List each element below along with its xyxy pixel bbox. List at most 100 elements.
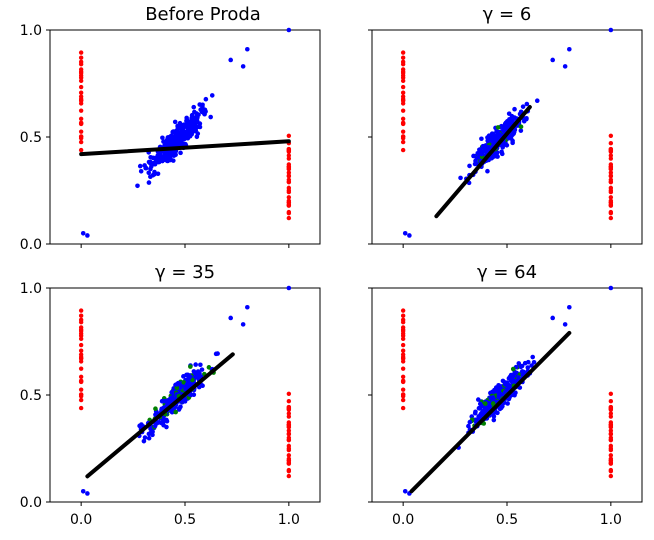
data-point-red xyxy=(608,423,614,428)
data-point-blue xyxy=(490,136,495,141)
data-point-blue xyxy=(148,174,153,180)
data-point-red xyxy=(78,378,84,384)
data-point-red xyxy=(286,468,292,474)
data-point-red xyxy=(608,453,614,458)
data-point-red xyxy=(286,133,292,138)
subplot-gamma-6: γ = 6 xyxy=(368,4,643,248)
data-point-blue xyxy=(184,115,189,121)
data-point-blue xyxy=(504,143,510,148)
data-point-red xyxy=(400,84,406,90)
data-point-red xyxy=(608,446,614,451)
data-point-red xyxy=(400,94,406,99)
data-point-blue xyxy=(407,233,412,238)
data-point-blue xyxy=(567,304,572,310)
data-point-blue xyxy=(518,128,524,133)
data-point-blue xyxy=(184,125,190,130)
data-point-blue xyxy=(209,93,215,98)
data-point-blue xyxy=(479,136,484,142)
data-point-blue xyxy=(228,57,233,63)
data-point-red xyxy=(608,179,614,184)
data-point-red xyxy=(78,333,84,338)
data-point-red xyxy=(608,428,614,433)
data-point-red xyxy=(78,317,84,323)
data-point-blue xyxy=(184,372,189,378)
data-point-red xyxy=(78,352,84,357)
data-point-blue xyxy=(515,375,521,380)
data-point-blue xyxy=(185,135,191,141)
data-point-blue xyxy=(138,168,144,174)
data-point-blue xyxy=(476,405,482,411)
data-point-blue xyxy=(496,393,502,398)
data-point-blue xyxy=(473,158,478,164)
data-point-red xyxy=(78,387,84,392)
data-point-blue xyxy=(198,362,203,368)
data-point-blue xyxy=(85,491,90,496)
data-point-blue xyxy=(161,139,166,144)
data-point-blue xyxy=(550,57,555,63)
data-point-blue xyxy=(562,64,568,69)
data-point-blue xyxy=(491,152,497,157)
data-point-blue xyxy=(199,367,205,372)
data-point-blue xyxy=(491,417,497,423)
data-point-red xyxy=(78,116,84,121)
data-point-red xyxy=(400,90,406,95)
data-point-blue xyxy=(80,231,86,236)
data-point-blue xyxy=(195,131,201,136)
data-point-red xyxy=(286,170,292,175)
data-point-red xyxy=(286,215,292,221)
data-point-blue xyxy=(183,129,189,135)
data-point-blue xyxy=(135,183,140,189)
x-tick-label: 0.5 xyxy=(174,512,196,528)
data-point-blue xyxy=(467,163,472,169)
data-point-red xyxy=(286,153,292,158)
data-point-blue xyxy=(174,382,180,387)
data-point-red xyxy=(286,146,292,152)
data-point-blue xyxy=(164,417,169,423)
data-point-green xyxy=(181,380,187,385)
data-point-red xyxy=(400,139,406,145)
data-point-red xyxy=(400,108,406,113)
data-point-blue xyxy=(530,354,536,360)
data-point-blue xyxy=(169,390,174,395)
data-point-red xyxy=(78,366,84,371)
data-point-blue xyxy=(562,322,568,327)
data-point-blue xyxy=(195,124,200,130)
data-point-blue xyxy=(85,233,90,238)
data-point-blue xyxy=(240,64,246,69)
data-point-red xyxy=(286,165,292,170)
data-point-blue xyxy=(196,112,201,118)
data-point-red xyxy=(400,50,406,55)
data-point-green xyxy=(174,385,180,391)
data-point-red xyxy=(78,139,84,145)
data-point-red xyxy=(286,399,292,404)
subplot-gamma-64: γ = 64 0.0 0.5 1.0 xyxy=(368,262,643,528)
data-point-green xyxy=(495,125,501,130)
data-point-red xyxy=(286,156,292,161)
data-point-red xyxy=(608,468,614,474)
data-point-blue xyxy=(510,140,515,146)
data-point-blue xyxy=(173,131,179,136)
data-point-blue xyxy=(512,115,517,120)
data-point-blue xyxy=(161,422,166,428)
data-point-blue xyxy=(529,363,534,368)
data-point-blue xyxy=(146,180,152,185)
data-point-blue xyxy=(550,315,555,321)
data-point-red xyxy=(608,156,614,161)
data-point-red xyxy=(608,437,614,442)
data-point-blue-outlier xyxy=(286,27,292,33)
data-point-blue xyxy=(505,401,510,406)
data-point-red xyxy=(608,399,614,404)
data-point-blue xyxy=(155,171,161,177)
data-point-red xyxy=(78,94,84,99)
data-point-red xyxy=(608,195,614,200)
data-point-red xyxy=(608,188,614,193)
data-point-blue xyxy=(567,46,572,52)
data-point-blue-outlier xyxy=(608,27,614,33)
data-point-red xyxy=(78,59,84,65)
data-point-blue xyxy=(146,170,152,176)
data-point-red xyxy=(400,67,406,72)
data-point-blue xyxy=(240,322,246,327)
data-point-red xyxy=(78,325,84,330)
data-point-red xyxy=(78,313,84,318)
data-point-blue xyxy=(182,399,188,404)
